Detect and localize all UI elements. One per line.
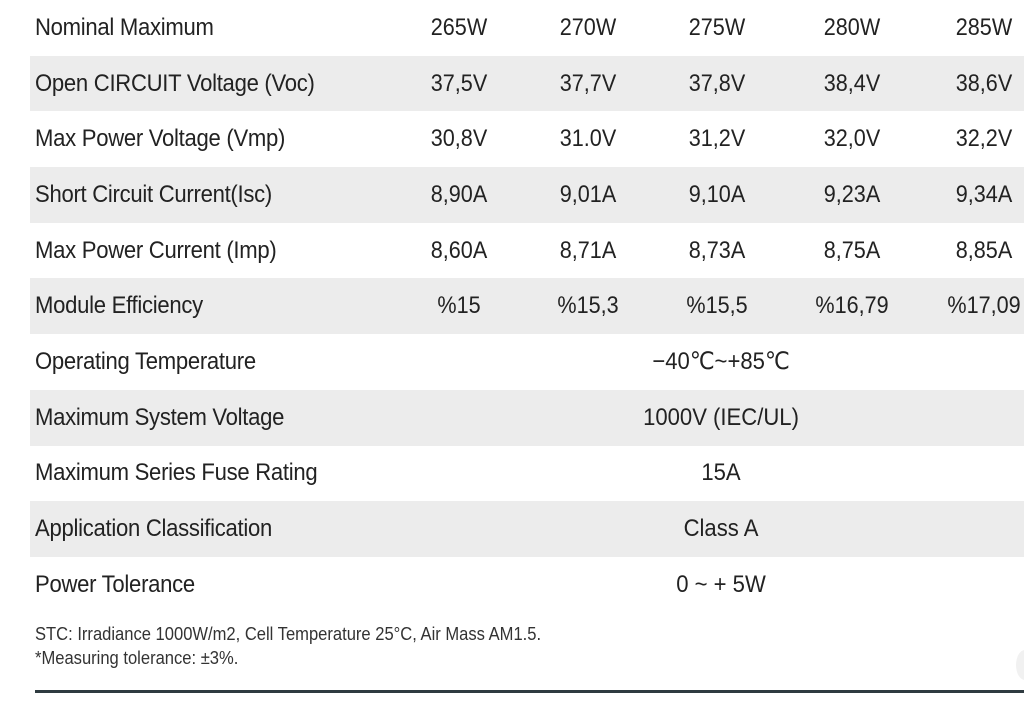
specification-table: Nominal Maximum 265W 270W 275W 280W 285W Open … bbox=[30, 0, 1024, 613]
row-label: Module Efficiency bbox=[35, 292, 203, 320]
row-value: 8,75A bbox=[823, 236, 881, 264]
row-spanned-value: 15A bbox=[701, 459, 741, 487]
footnote: STC: Irradiance 1000W/m2, Cell Temperatu… bbox=[35, 622, 541, 670]
table-row: Module Efficiency %15 %15,3 %15,5 %16,79 %17,… bbox=[30, 278, 1024, 335]
row-value: 8,90A bbox=[430, 180, 488, 208]
table-row: Max Power Current (Imp) 8,60A 8,71A 8,73A 8,… bbox=[30, 223, 1024, 279]
row-value: %17,09 bbox=[947, 292, 1021, 320]
row-value: 275W bbox=[688, 13, 746, 41]
row-spanned-value: Class A bbox=[683, 515, 759, 543]
row-value: 30,8V bbox=[430, 125, 488, 153]
row-value: 32,0V bbox=[823, 125, 881, 153]
table-row: Power Tolerance 0 ~ + 5W bbox=[30, 557, 1024, 613]
table-row: Maximum System Voltage 1000V (IEC/UL) bbox=[30, 389, 1024, 446]
row-value: 37,8V bbox=[688, 69, 746, 97]
footnote-tolerance: *Measuring tolerance: ±3%. bbox=[35, 648, 239, 668]
table-row: Max Power Voltage (Vmp) 30,8V 31.0V 31,2V 32… bbox=[30, 111, 1024, 167]
table-row: Maximum Series Fuse Rating 15A bbox=[30, 446, 1024, 502]
table-row: Open CIRCUIT Voltage (Voc) 37,5V 37,7V 37,8… bbox=[30, 55, 1024, 112]
row-spanned-value: 0 ~ + 5W bbox=[676, 570, 766, 598]
table-row: Short Circuit Current(Isc) 8,90A 9,01A 9,10… bbox=[30, 167, 1024, 223]
row-value: 37,5V bbox=[430, 69, 488, 97]
row-value: 265W bbox=[430, 13, 488, 41]
row-label: Application Classification bbox=[35, 515, 273, 543]
row-value: 31,2V bbox=[688, 125, 746, 153]
table-row: Application Classification Class A bbox=[30, 501, 1024, 557]
row-label: Maximum Series Fuse Rating bbox=[35, 459, 318, 487]
row-label: Max Power Voltage (Vmp) bbox=[35, 125, 286, 153]
row-value: %15,5 bbox=[686, 292, 748, 320]
row-value: 8,73A bbox=[688, 236, 746, 264]
row-value: 9,10A bbox=[688, 180, 746, 208]
bottom-divider bbox=[35, 690, 1024, 693]
row-label: Maximum System Voltage bbox=[35, 403, 285, 431]
edge-artifact bbox=[1016, 650, 1024, 680]
row-value: 285W bbox=[955, 13, 1013, 41]
row-value: %15 bbox=[437, 292, 481, 320]
row-spanned-value: 1000V (IEC/UL) bbox=[643, 403, 799, 431]
row-value: 9,34A bbox=[955, 180, 1013, 208]
row-value: 31.0V bbox=[559, 125, 617, 153]
row-label: Power Tolerance bbox=[35, 570, 195, 598]
row-label: Operating Temperature bbox=[35, 347, 256, 375]
row-spanned-value: −40℃~+85℃ bbox=[652, 348, 790, 376]
row-value: 38,6V bbox=[955, 69, 1013, 97]
row-value: %16,79 bbox=[815, 292, 889, 320]
row-value: 280W bbox=[823, 13, 881, 41]
row-value: 9,01A bbox=[559, 180, 617, 208]
row-value: 270W bbox=[559, 13, 617, 41]
row-value: 38,4V bbox=[823, 69, 881, 97]
row-value: 8,60A bbox=[430, 236, 488, 264]
row-value: 9,23A bbox=[823, 180, 881, 208]
row-value: 32,2V bbox=[955, 125, 1013, 153]
row-value: 8,85A bbox=[955, 236, 1013, 264]
row-value: 8,71A bbox=[559, 236, 617, 264]
row-label: Short Circuit Current(Isc) bbox=[35, 180, 272, 208]
table-row: Nominal Maximum 265W 270W 275W 280W 285W bbox=[30, 0, 1024, 56]
table-row: Operating Temperature −40℃~+85℃ bbox=[30, 334, 1024, 390]
footnote-stc: STC: Irradiance 1000W/m2, Cell Temperatu… bbox=[35, 624, 542, 644]
row-value: 37,7V bbox=[559, 69, 617, 97]
row-label: Open CIRCUIT Voltage (Voc) bbox=[35, 69, 315, 97]
row-label: Nominal Maximum bbox=[35, 13, 214, 41]
row-value: %15,3 bbox=[557, 292, 619, 320]
row-label: Max Power Current (Imp) bbox=[35, 236, 277, 264]
